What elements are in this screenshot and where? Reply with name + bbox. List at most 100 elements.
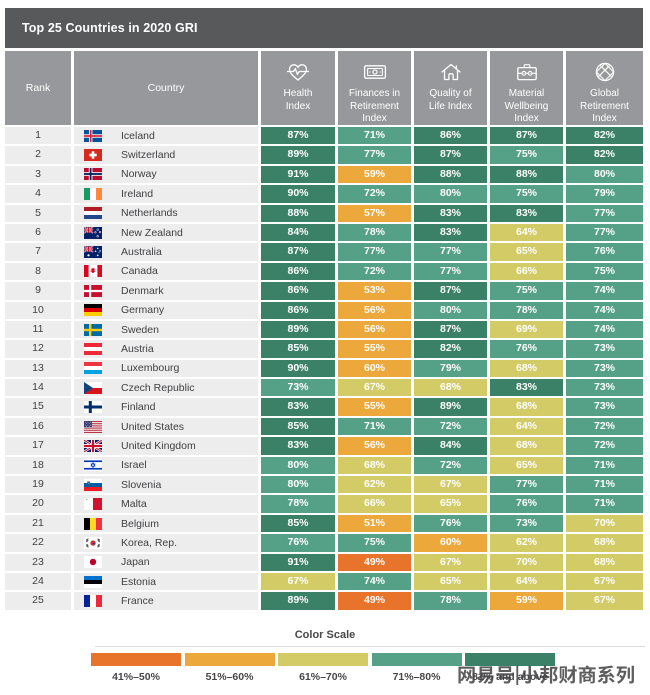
country-name: Estonia [121,575,157,588]
flag-icon-jp [84,556,102,569]
value-cell-quality: 80% [414,301,487,319]
table-row: 9 Denmark 86% 53% 87% 75% 74% [5,282,643,300]
flag-icon-ch [84,149,102,162]
value-cell-finances: 51% [338,514,411,533]
flag-icon-si [84,478,102,491]
table-row: 2 Switzerland 89% 77% 87% 75% 82% [5,146,643,164]
value-cell-health: 86% [261,282,335,300]
value-cell-global: 80% [566,165,643,184]
value-cell-global: 77% [566,223,643,242]
country-cell: Netherlands [74,204,258,222]
value-cell-finances: 59% [338,165,411,184]
value-cell-quality: 87% [414,320,487,339]
legend-label: 61%–70% [299,670,347,683]
value-cell-quality: 77% [414,262,487,281]
flag-icon-no [84,168,102,181]
value-cell-material: 59% [490,592,563,610]
value-cell-quality: 79% [414,359,487,378]
value-cell-quality: 65% [414,572,487,591]
flag-icon-is [84,129,102,142]
value-cell-health: 89% [261,320,335,339]
rank-cell: 10 [5,301,71,319]
value-cell-quality: 87% [414,282,487,300]
value-cell-quality: 82% [414,340,487,358]
table-row: 1 Iceland 87% 71% 86% 87% 82% [5,127,643,145]
column-header-global: Global Retirement Index [566,51,643,125]
value-cell-health: 67% [261,572,335,591]
value-cell-global: 73% [566,379,643,397]
value-cell-health: 80% [261,456,335,475]
legend-label: 41%–50% [112,670,160,683]
value-cell-global: 71% [566,456,643,475]
value-cell-finances: 49% [338,592,411,610]
value-cell-health: 86% [261,301,335,319]
watermark-text: 网易号|小邦财商系列 [457,665,458,666]
value-cell-health: 91% [261,553,335,571]
value-cell-finances: 66% [338,495,411,513]
column-header-material: Material Wellbeing Index [490,51,563,125]
value-cell-material: 64% [490,417,563,436]
column-header-label: Quality of Life Index [428,88,473,112]
country-cell: Austria [74,340,258,358]
value-cell-health: 91% [261,165,335,184]
value-cell-material: 65% [490,243,563,261]
rank-cell: 15 [5,398,71,416]
column-header-health: Health Index [261,51,335,125]
value-cell-global: 71% [566,495,643,513]
country-name: Norway [121,168,157,181]
country-cell: Luxembourg [74,359,258,378]
color-scale-divider [95,646,645,647]
value-cell-health: 88% [261,204,335,222]
value-cell-quality: 72% [414,456,487,475]
column-header-finances: Finances in Retirement Index [338,51,411,125]
rank-cell: 13 [5,359,71,378]
table-row: 10 Germany 86% 56% 80% 78% 74% [5,301,643,319]
gri-table-sheet: Top 25 Countries in 2020 GRI Rank Country… [5,8,643,612]
rank-cell: 18 [5,456,71,475]
value-cell-material: 83% [490,379,563,397]
table-row: 25 France 89% 49% 78% 59% 67% [5,592,643,610]
value-cell-finances: 49% [338,553,411,571]
value-cell-material: 73% [490,514,563,533]
value-cell-material: 87% [490,127,563,145]
country-cell: United States [74,417,258,436]
country-cell: Korea, Rep. [74,534,258,552]
country-cell: Iceland [74,127,258,145]
rank-cell: 22 [5,534,71,552]
country-cell: Belgium [74,514,258,533]
table-row: 21 Belgium 85% 51% 76% 73% 70% [5,514,643,533]
value-cell-quality: 88% [414,165,487,184]
legend-swatch [184,653,275,666]
value-cell-global: 74% [566,301,643,319]
country-cell: Finland [74,398,258,416]
value-cell-material: 75% [490,185,563,203]
column-header-label: Health Index [283,88,313,112]
rank-cell: 5 [5,204,71,222]
value-cell-global: 67% [566,592,643,610]
table-row: 22 Korea, Rep. 76% 75% 60% 62% 68% [5,534,643,552]
flag-icon-fr [84,595,102,608]
value-cell-health: 83% [261,437,335,455]
value-cell-material: 68% [490,359,563,378]
rank-cell: 4 [5,185,71,203]
flag-icon-gb [84,439,102,452]
value-cell-quality: 65% [414,495,487,513]
table-row: 8 Canada 86% 72% 77% 66% 75% [5,262,643,281]
legend-label: 71%–80% [392,670,441,683]
value-cell-quality: 80% [414,185,487,203]
table-row: 18 Israel 80% 68% 72% 65% 71% [5,456,643,475]
rank-cell: 20 [5,495,71,513]
flag-icon-cz [84,381,102,394]
value-cell-global: 71% [566,476,643,494]
value-cell-quality: 68% [414,379,487,397]
value-cell-health: 83% [261,398,335,416]
value-cell-finances: 60% [338,359,411,378]
rank-cell: 8 [5,262,71,281]
value-cell-material: 77% [490,476,563,494]
country-cell: Israel [74,456,258,475]
rank-cell: 9 [5,282,71,300]
value-cell-health: 90% [261,359,335,378]
value-cell-global: 68% [566,553,643,571]
value-cell-finances: 53% [338,282,411,300]
